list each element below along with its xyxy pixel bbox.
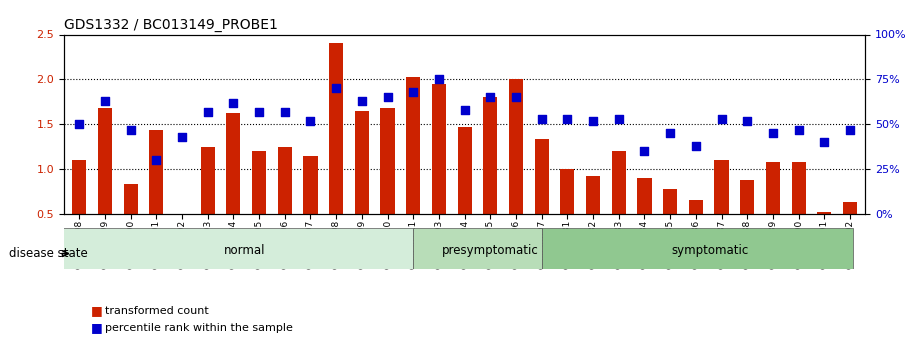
Bar <box>535 139 548 214</box>
Point <box>457 107 472 112</box>
Bar <box>740 180 754 214</box>
Text: normal: normal <box>224 244 265 257</box>
Point <box>380 95 394 100</box>
Point <box>200 109 215 115</box>
Point <box>740 118 754 124</box>
Bar <box>638 178 651 214</box>
Bar <box>124 184 138 214</box>
Point <box>329 86 343 91</box>
Text: presymptomatic: presymptomatic <box>442 244 538 257</box>
Bar <box>817 212 832 214</box>
Bar <box>689 200 703 214</box>
Bar <box>226 112 241 214</box>
Bar <box>303 156 318 214</box>
Point <box>278 109 292 115</box>
Point <box>354 98 369 104</box>
Bar <box>766 162 780 214</box>
Bar <box>354 111 369 214</box>
Point <box>483 95 497 100</box>
Point <box>149 157 164 163</box>
FancyBboxPatch shape <box>413 228 542 269</box>
Point <box>72 121 87 127</box>
Bar <box>792 162 805 214</box>
Bar <box>252 151 266 214</box>
Point <box>689 143 703 148</box>
Point <box>792 127 806 132</box>
Point <box>226 100 241 106</box>
Point <box>406 89 421 95</box>
Point <box>611 116 626 121</box>
Bar <box>406 77 420 214</box>
Bar <box>509 79 523 214</box>
Text: symptomatic: symptomatic <box>671 244 749 257</box>
Text: ■: ■ <box>91 321 103 334</box>
Bar <box>278 147 292 214</box>
Point <box>560 116 575 121</box>
Text: ■: ■ <box>91 304 103 317</box>
Point <box>637 148 651 154</box>
Point <box>175 134 189 139</box>
Bar <box>200 147 215 214</box>
Point <box>843 127 857 132</box>
Point <box>663 130 678 136</box>
Point <box>97 98 112 104</box>
Text: transformed count: transformed count <box>105 306 209 315</box>
Text: disease state: disease state <box>9 247 87 260</box>
Bar <box>586 176 600 214</box>
Point <box>432 77 446 82</box>
Bar <box>97 108 112 214</box>
Bar <box>149 130 163 214</box>
Point <box>303 118 318 124</box>
Point <box>817 139 832 145</box>
FancyBboxPatch shape <box>51 228 413 269</box>
Text: percentile rank within the sample: percentile rank within the sample <box>105 323 292 333</box>
Bar <box>560 169 575 214</box>
Point <box>535 116 549 121</box>
Bar <box>663 189 677 214</box>
Bar <box>483 97 497 214</box>
Bar <box>714 160 729 214</box>
Bar <box>843 202 857 214</box>
Point <box>123 127 138 132</box>
Bar <box>72 160 87 214</box>
Bar <box>611 151 626 214</box>
Bar <box>457 127 472 214</box>
Bar <box>381 108 394 214</box>
Point <box>508 95 523 100</box>
Point <box>251 109 266 115</box>
Point <box>586 118 600 124</box>
Text: GDS1332 / BC013149_PROBE1: GDS1332 / BC013149_PROBE1 <box>64 18 278 32</box>
Bar <box>329 43 343 214</box>
Bar <box>432 84 446 214</box>
Point <box>765 130 780 136</box>
Point <box>714 116 729 121</box>
FancyBboxPatch shape <box>542 228 853 269</box>
